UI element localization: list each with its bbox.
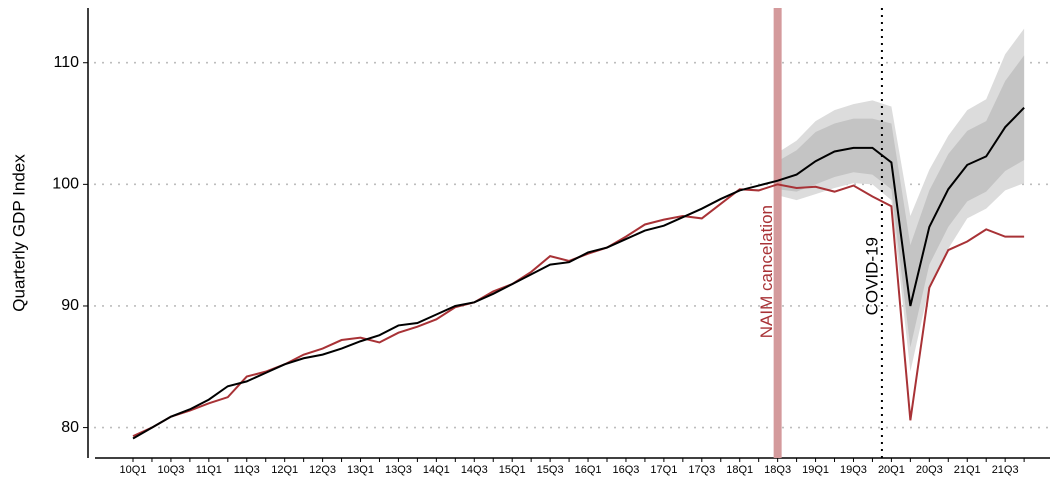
x-tick-label: 13Q1: [347, 464, 374, 476]
series-line: [132, 183, 1025, 438]
y-tick-label: 100: [52, 176, 79, 193]
series-line: [132, 107, 1025, 440]
confidence-band: [777, 55, 1025, 348]
x-tick-label: 14Q1: [423, 464, 450, 476]
y-tick-label: 90: [61, 297, 79, 314]
x-tick-label: 16Q1: [575, 464, 602, 476]
x-tick-label: 13Q3: [385, 464, 412, 476]
x-tick-label: 10Q1: [120, 464, 147, 476]
x-tick-label: 20Q3: [916, 464, 943, 476]
x-tick-label: 15Q3: [537, 464, 564, 476]
x-tick-label: 12Q3: [309, 464, 336, 476]
x-tick-label: 16Q3: [612, 464, 639, 476]
x-tick-label: 12Q1: [271, 464, 298, 476]
x-tick-label: 14Q3: [461, 464, 488, 476]
x-tick-label: 11Q3: [234, 464, 260, 476]
y-tick-label: 110: [53, 54, 79, 71]
x-tick-label: 15Q1: [499, 464, 526, 476]
x-tick-label: 21Q3: [992, 464, 1019, 476]
y-axis-label: Quarterly GDP Index: [9, 154, 28, 312]
reference-label: NAIM cancelation: [757, 205, 776, 338]
x-tick-label: 21Q1: [954, 464, 981, 476]
x-tick-label: 19Q1: [802, 464, 829, 476]
x-tick-label: 18Q1: [726, 464, 753, 476]
x-tick-label: 17Q1: [650, 464, 677, 476]
x-tick-label: 17Q3: [688, 464, 715, 476]
x-tick-label: 11Q1: [196, 464, 222, 476]
x-tick-label: 10Q3: [157, 464, 184, 476]
x-tick-label: 20Q1: [878, 464, 905, 476]
x-tick-label: 18Q3: [764, 464, 791, 476]
x-tick-label: 19Q3: [840, 464, 867, 476]
reference-label: COVID-19: [862, 237, 881, 315]
y-tick-label: 80: [61, 419, 79, 436]
